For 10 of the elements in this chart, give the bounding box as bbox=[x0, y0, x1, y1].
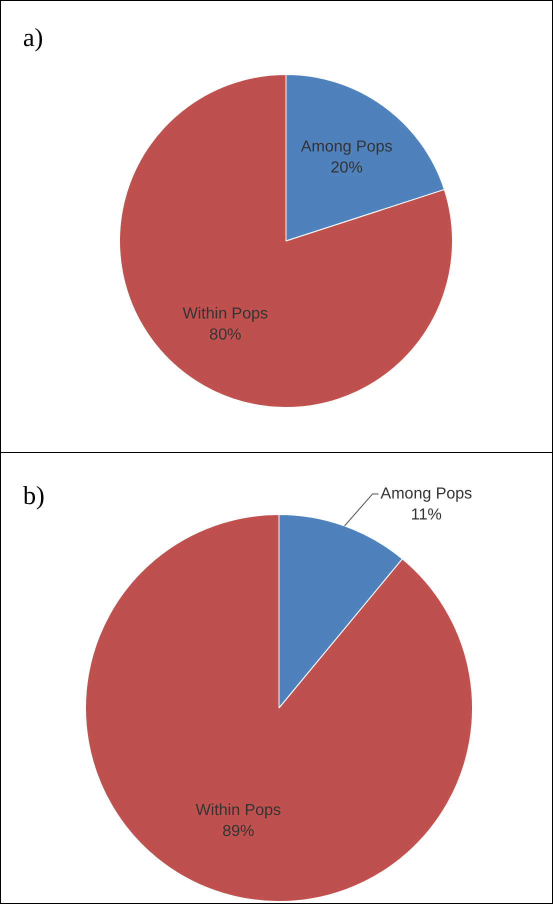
data-label: 20% bbox=[330, 159, 363, 176]
data-label: 11% bbox=[410, 506, 442, 524]
data-label: 89% bbox=[222, 822, 254, 840]
slice-label: Within Pops bbox=[196, 802, 282, 819]
chart-title: b) bbox=[23, 481, 45, 511]
data-label: 80% bbox=[209, 326, 242, 344]
slice-label: Within Pops bbox=[182, 305, 268, 322]
chart-title: a) bbox=[23, 23, 44, 53]
slice-label: Among Pops bbox=[380, 485, 472, 502]
slice-label: Among Pops bbox=[300, 138, 392, 156]
